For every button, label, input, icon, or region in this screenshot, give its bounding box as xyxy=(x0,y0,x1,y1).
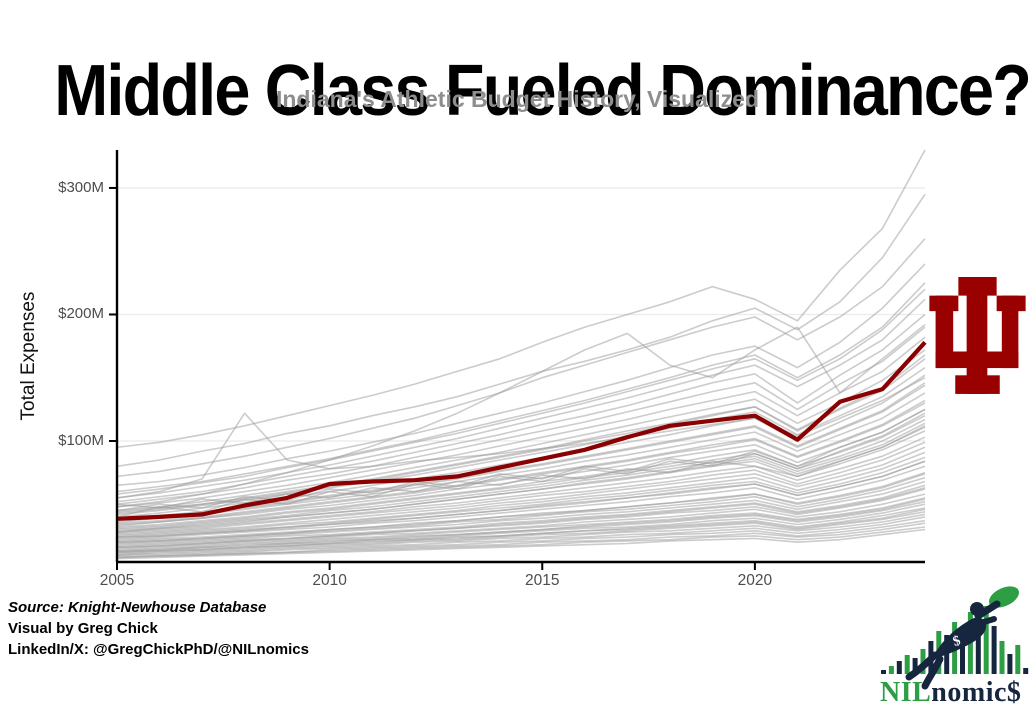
page-title: Middle Class Fueled Dominance? xyxy=(0,54,1035,128)
background-line xyxy=(116,446,926,536)
background-line xyxy=(116,384,926,522)
logo-bar xyxy=(904,655,910,674)
y-tick-label: $300M xyxy=(58,178,104,196)
background-line xyxy=(116,516,926,556)
background-line xyxy=(116,408,926,512)
background-line xyxy=(116,519,926,557)
background-line xyxy=(116,465,926,541)
y-axis-title: Total Expenses xyxy=(18,291,39,421)
background-line xyxy=(116,441,926,535)
background-line xyxy=(116,282,926,493)
y-tick-label: $200M xyxy=(58,305,104,323)
background-line xyxy=(116,526,926,559)
background-line xyxy=(116,323,926,508)
football-player-icon xyxy=(905,600,1001,690)
background-line xyxy=(116,460,926,538)
background-line xyxy=(116,263,926,487)
credit-line: Visual by Greg Chick xyxy=(8,620,158,637)
background-line xyxy=(116,456,926,538)
background-line xyxy=(116,425,926,509)
nilnomics-logo: $ NILnomic$ xyxy=(880,586,1029,706)
logo-bar xyxy=(896,661,902,674)
background-line xyxy=(116,498,926,552)
background-line xyxy=(116,336,926,508)
credits-block: Source: Knight-Newhouse Database Visual … xyxy=(8,597,309,660)
indiana-line xyxy=(116,340,927,521)
iu-trident-logo xyxy=(929,277,1026,394)
logo-bar xyxy=(1023,668,1029,674)
logo-bar xyxy=(888,666,894,674)
budget-line-chart xyxy=(109,149,927,570)
x-tick-label: 2005 xyxy=(99,572,135,589)
iu-u-bottom xyxy=(935,351,1019,369)
x-tick-label: 2020 xyxy=(737,572,773,589)
logo-bar xyxy=(1015,645,1021,674)
background-line xyxy=(116,392,926,523)
background-line xyxy=(116,298,926,499)
jersey-dollar-glyph: $ xyxy=(951,633,962,649)
background-line xyxy=(116,488,926,547)
x-tick-label: 2010 xyxy=(312,572,347,589)
background-line xyxy=(116,451,926,537)
background-line xyxy=(116,511,926,555)
logo-bar xyxy=(960,627,965,674)
logo-wordmark-dollar: $ xyxy=(1007,677,1022,706)
background-line xyxy=(116,508,926,554)
logo-bar xyxy=(983,606,989,674)
iu-bottom-serif xyxy=(955,375,1000,394)
background-line xyxy=(116,149,926,449)
logo-wordmark-nil: NIL xyxy=(880,677,931,706)
page-title-text: Middle Class Fueled Dominance? xyxy=(54,51,1032,132)
iu-left-stem xyxy=(935,295,954,369)
logo-bar xyxy=(991,626,997,674)
background-line xyxy=(116,326,926,505)
iu-right-stem xyxy=(1001,295,1019,369)
background-line xyxy=(116,418,926,530)
background-line xyxy=(116,484,926,546)
logo-bar xyxy=(1007,654,1013,674)
x-tick-label: 2015 xyxy=(525,572,560,589)
logo-wordmark-nomic: nomic xyxy=(931,677,1007,706)
background-line xyxy=(116,471,926,543)
social-line: LinkedIn/X: @GregChickPhD/@NILnomics xyxy=(8,641,309,658)
logo-wordmark: NILnomic$ xyxy=(880,677,1021,706)
background-line xyxy=(116,513,926,556)
logo-bar xyxy=(881,670,886,674)
source-line: Source: Knight-Newhouse Database xyxy=(8,599,267,616)
logo-bar xyxy=(912,658,918,674)
background-line xyxy=(116,497,926,550)
background-line xyxy=(116,528,926,560)
background-line xyxy=(116,349,926,512)
background-line xyxy=(116,354,926,514)
logo-bar xyxy=(975,618,981,674)
background-line xyxy=(116,426,926,533)
logo-bar xyxy=(920,649,926,674)
y-tick-label: $100M xyxy=(58,431,104,449)
logo-bar xyxy=(999,641,1005,674)
background-line xyxy=(116,288,926,495)
background-line xyxy=(116,376,926,499)
background-line xyxy=(116,193,926,468)
background-line xyxy=(116,487,926,549)
background-line xyxy=(116,480,926,545)
background-line xyxy=(116,503,926,552)
page-subtitle: Indiana's Athletic Budget History, Visua… xyxy=(275,86,760,112)
background-line xyxy=(116,238,926,478)
background-line xyxy=(116,422,926,531)
background-line xyxy=(116,436,926,533)
